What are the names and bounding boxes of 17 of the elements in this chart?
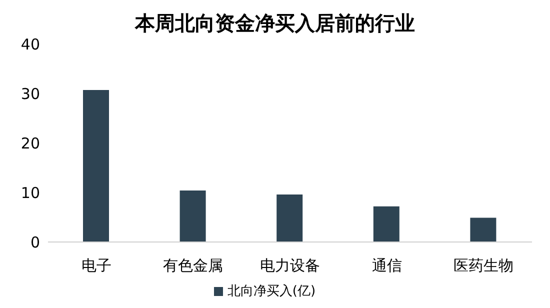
x-tick-label: 电子 [81, 256, 112, 275]
legend-label: 北向净买入(亿) [227, 284, 316, 299]
bar [373, 206, 400, 242]
y-tick-label: 30 [20, 84, 40, 103]
bar [83, 90, 109, 242]
y-tick-label: 40 [20, 35, 40, 54]
bar [276, 194, 303, 242]
y-tick-label: 20 [20, 134, 40, 152]
chart-title: 本周北向资金净买入居前的行业 [135, 11, 415, 35]
y-tick-label: 10 [20, 184, 40, 202]
bar [470, 218, 496, 242]
x-tick-label: 电力设备 [260, 256, 320, 275]
bar [180, 190, 206, 242]
x-tick-label: 医药生物 [454, 256, 514, 275]
x-tick-label: 通信 [372, 256, 402, 275]
y-tick-label: 0 [30, 233, 40, 252]
x-tick-label: 有色金属 [163, 256, 224, 275]
